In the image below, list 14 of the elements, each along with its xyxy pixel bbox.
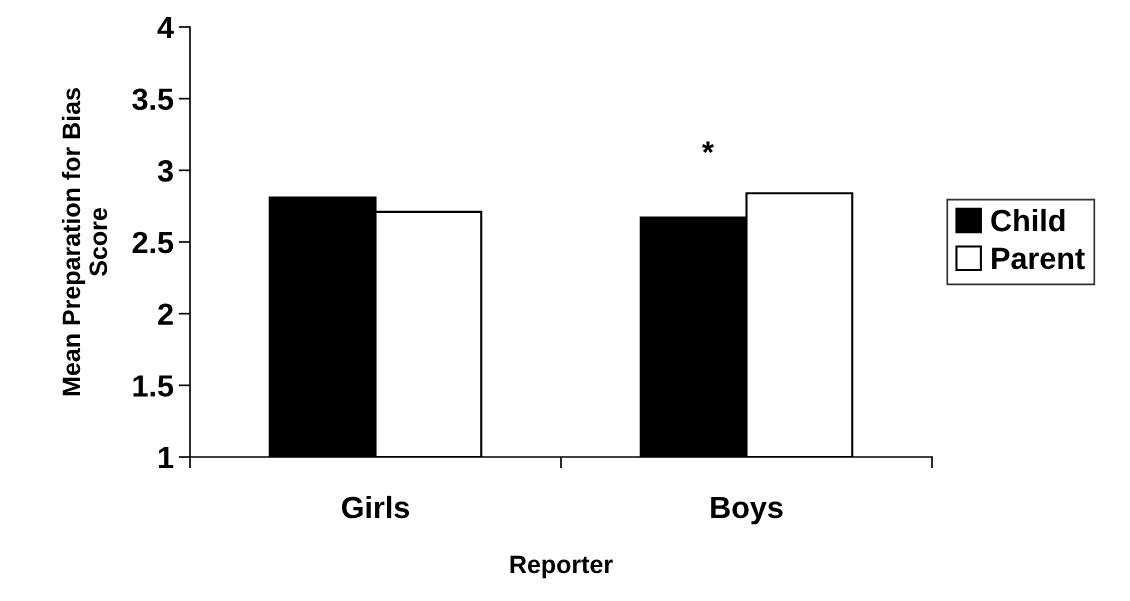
x-tick-label: Girls — [341, 495, 410, 519]
y-tick-label: 3.5 — [132, 88, 174, 111]
y-tick-label: 2.5 — [132, 231, 174, 254]
y-tick-label: 3 — [157, 160, 173, 182]
y-tick-label: 2 — [158, 303, 173, 325]
legend-label: Parent — [992, 247, 1085, 270]
y-tick-label: 1 — [158, 447, 174, 469]
annotation: * — [702, 141, 714, 153]
y-tick-label: 4 — [157, 17, 174, 39]
y-tick-label: 1.5 — [133, 375, 174, 397]
x-axis-title: Reporter — [510, 555, 613, 579]
y-axis-title: Mean Preparation for Bias Score — [61, 88, 108, 396]
legend-label: Child — [991, 208, 1065, 232]
x-tick-label: Boys — [711, 497, 783, 525]
